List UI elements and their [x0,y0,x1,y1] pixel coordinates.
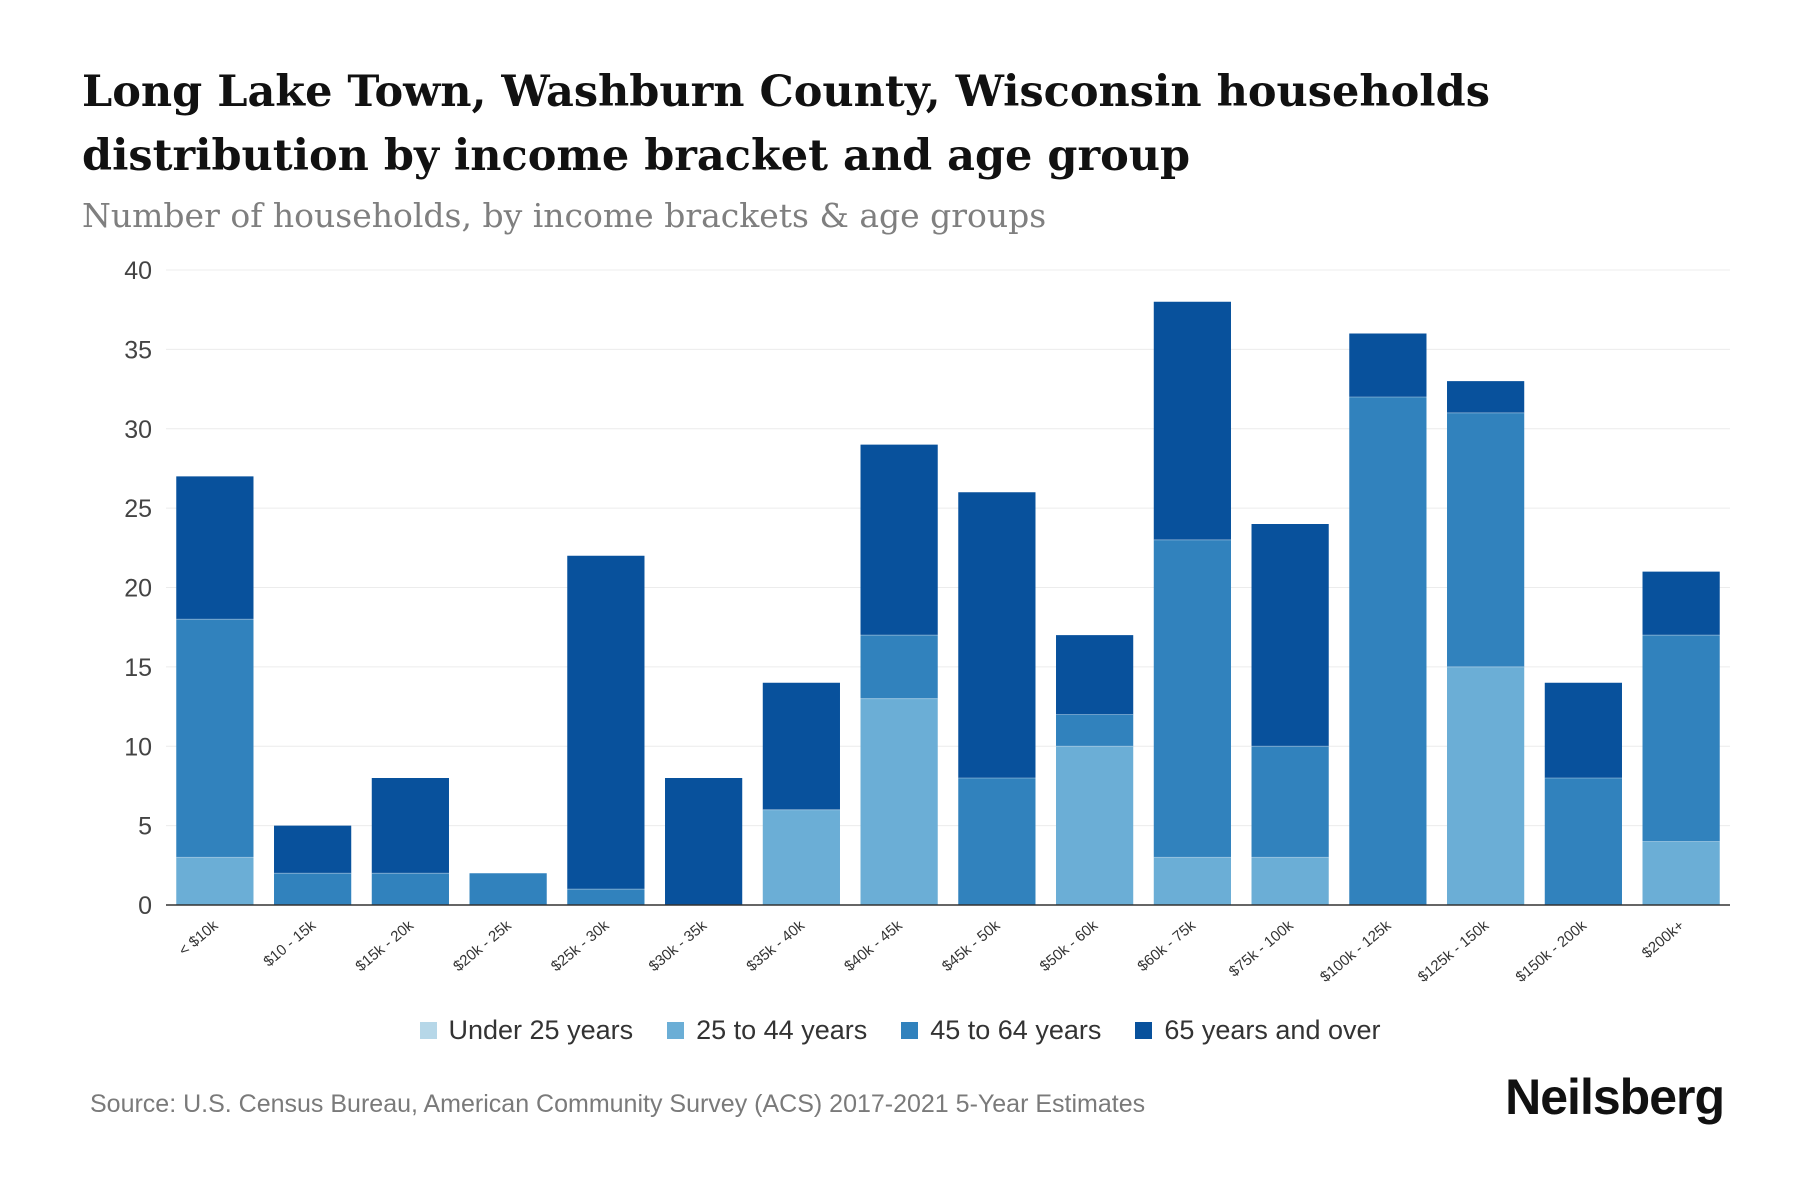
bar-segment [1544,778,1622,905]
bar-segment [1153,857,1231,905]
x-tick-label: $75k - 100k [1226,917,1297,981]
y-tick-label: 15 [124,654,152,682]
y-tick-label: 10 [124,733,152,761]
legend-label: 25 to 44 years [696,1015,868,1045]
bar-segment [1447,666,1525,905]
bar-segment [1251,746,1329,858]
brand-logo: Neilsberg [1505,1069,1725,1125]
chart-subtitle: Number of households, by income brackets… [82,196,1047,235]
bar-segment [274,873,352,905]
bar-segment [958,492,1036,778]
x-tick-label: $150k - 200k [1513,917,1591,986]
bar-segment [1544,682,1622,778]
bar-segment [1153,301,1231,540]
legend-swatch [419,1022,437,1039]
bar-segment [274,825,352,874]
bar-segment [176,476,254,620]
legend-item: 25 to 44 years [667,1015,867,1046]
y-tick-label: 5 [138,813,152,841]
legend-item: 65 years and over [1135,1015,1381,1046]
legend-label: Under 25 years [448,1015,634,1045]
y-tick-label: 20 [124,575,152,603]
bar-segment [1153,539,1231,858]
bar-segment [1056,635,1134,715]
x-tick-label: $25k - 30k [548,917,613,975]
x-tick-label: $60k - 75k [1134,917,1199,975]
bar-segment [1642,571,1720,636]
bar-segment [567,555,645,890]
bar-segment [1642,841,1720,905]
bar-segment [1251,524,1329,747]
x-tick-label: < $10k [176,917,222,960]
bar-segment [860,444,938,636]
x-tick-label: $125k - 150k [1415,917,1493,986]
legend-swatch [901,1022,919,1039]
stacked-bar-chart: 0 5 10 15 20 25 30 35 40 < $10k $10 - 15k $15k - 20… [124,257,1730,986]
legend-label: 45 to 64 years [930,1015,1102,1045]
bar-segment [469,873,547,905]
x-tick-label: $50k - 60k [1037,917,1102,975]
chart-legend: Under 25 years 25 to 44 years 45 to 64 yea… [0,1015,1800,1046]
bar-segment [1349,397,1427,905]
bar-segment [762,809,840,905]
bar-segment [371,873,449,905]
bar-segment [860,698,938,905]
bar-segment [567,889,645,905]
x-tick-label: $200k+ [1639,917,1688,962]
bar-segment [860,635,938,699]
legend-swatch [667,1022,685,1039]
source-note: Source: U.S. Census Bureau, American Com… [90,1090,1146,1118]
y-tick-label: 40 [124,257,152,285]
y-tick-label: 30 [124,416,152,444]
legend-item: 45 to 64 years [901,1015,1101,1046]
bar-segment [1642,635,1720,842]
x-tick-label: $30k - 35k [646,917,711,975]
x-tick-label: $45k - 50k [939,917,1004,975]
bar-segment [371,778,449,874]
bar-segment [1349,333,1427,397]
bar-segment [1251,857,1329,905]
legend-item: Under 25 years [419,1015,634,1046]
bar-segment [1056,746,1134,905]
bar-segment [958,778,1036,905]
x-tick-label: $35k - 40k [743,917,808,975]
x-tick-label: $20k - 25k [450,917,515,975]
x-tick-label: $15k - 20k [352,917,417,975]
x-tick-label: $40k - 45k [841,917,906,975]
bar-segment [1447,412,1525,667]
chart-title: Long Lake Town, Washburn County, Wiscons… [82,67,1490,181]
bar-segment [762,682,840,810]
x-tick-label: $10 - 15k [260,917,319,971]
x-tick-label: $100k - 125k [1317,917,1395,986]
bar-segment [176,619,254,858]
y-tick-label: 35 [124,336,152,364]
y-tick-label: 0 [138,892,152,920]
bar-segment [176,857,254,905]
legend-label: 65 years and over [1164,1015,1381,1045]
y-tick-label: 25 [124,495,152,523]
bar-segment [1447,381,1525,413]
bar-segment [1056,714,1134,747]
bar-segment [665,778,743,905]
legend-swatch [1135,1022,1153,1039]
